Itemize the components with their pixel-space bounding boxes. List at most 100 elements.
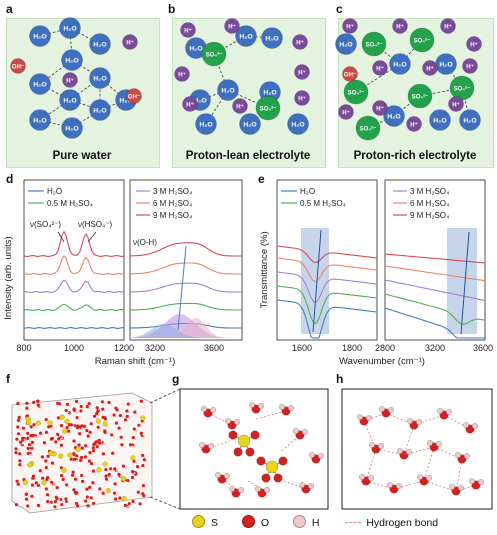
- sulfate-molecule: [407, 83, 433, 109]
- md-sulfur-atom: [120, 476, 127, 482]
- hydrogen-bond-line: [365, 448, 377, 482]
- proton-label: H⁺: [178, 72, 186, 79]
- proton-molecule: [392, 18, 408, 34]
- raman-right-frame: [129, 179, 243, 341]
- legend-hbond: Hydrogen bond: [366, 517, 439, 529]
- md-hydrogen-atom: [90, 404, 93, 407]
- md-hydrogen-atom: [20, 465, 23, 468]
- md-hydrogen-atom: [133, 472, 136, 475]
- md-oxygen-atom: [65, 402, 70, 406]
- md-hydrogen-atom: [73, 475, 76, 478]
- sulfate-label: SO₄²⁻: [454, 86, 471, 93]
- md-sulfur-atom: [41, 480, 47, 486]
- md-oxygen-atom: [85, 495, 89, 499]
- md-oxygen-atom: [21, 436, 25, 440]
- md-oxygen-atom: [86, 434, 90, 438]
- hydrogen-atom: [356, 413, 364, 421]
- md-hydrogen-atom: [103, 402, 106, 405]
- oxygen-atom: [278, 456, 288, 466]
- md-oxygen-atom: [17, 415, 21, 419]
- md-sulfur-atom: [105, 488, 112, 494]
- md-hydrogen-atom: [61, 500, 64, 503]
- md-hydrogen-atom: [60, 404, 63, 407]
- md-oxygen-atom: [117, 472, 121, 477]
- raman-annot-pointer: [57, 231, 65, 243]
- md-hydrogen-atom: [77, 456, 80, 459]
- md-hydrogen-atom: [88, 407, 91, 410]
- ftir-right-frame: [384, 179, 486, 341]
- md-oxygen-atom: [50, 436, 55, 440]
- hydroxide-molecule: [126, 88, 142, 104]
- md-oxygen-atom: [101, 407, 105, 411]
- oxygen-atom: [233, 447, 243, 457]
- md-oxygen-atom: [18, 463, 22, 467]
- md-hydrogen-atom: [120, 428, 123, 431]
- legend-h2o: H₂O: [47, 187, 62, 196]
- zoom-box-h: [341, 388, 493, 510]
- md-sulfur-atom: [35, 420, 42, 426]
- md-hydrogen-atom: [45, 443, 48, 446]
- md-hydrogen-atom: [28, 438, 31, 441]
- md-oxygen-atom: [18, 452, 22, 456]
- md-hydrogen-atom: [112, 435, 115, 438]
- md-hydrogen-atom: [41, 433, 44, 436]
- md-oxygen-atom: [38, 469, 42, 473]
- raman-line-right: [130, 262, 242, 275]
- md-hydrogen-atom: [103, 409, 106, 412]
- water-molecule: [29, 109, 51, 131]
- md-sulfur-atom: [67, 452, 73, 458]
- md-oxygen-atom: [113, 482, 117, 486]
- md-oxygen-atom: [74, 477, 78, 481]
- raman-fit-band: [130, 318, 242, 338]
- md-oxygen-atom: [24, 492, 28, 496]
- md-oxygen-atom: [103, 430, 107, 434]
- md-hydrogen-atom: [78, 506, 81, 509]
- water-molecule: [89, 33, 111, 55]
- md-hydrogen-atom: [128, 411, 130, 414]
- md-oxygen-atom: [141, 464, 145, 468]
- sulfate-molecule: [343, 79, 369, 105]
- annot-oh: ν(O-H): [133, 238, 157, 247]
- water-label: H₂O: [33, 34, 46, 41]
- md-hydrogen-atom: [56, 502, 59, 505]
- ftir-line-right: [384, 279, 486, 302]
- atom-legend: S O H Hydrogen bond: [192, 515, 438, 529]
- sulfate-label: SO₄²⁻: [412, 94, 429, 101]
- md-oxygen-atom: [107, 400, 111, 405]
- proton-label: H⁺: [342, 110, 350, 117]
- md-hydrogen-atom: [55, 507, 58, 510]
- raman-line-right: [129, 242, 242, 257]
- md-hydrogen-atom: [130, 504, 133, 507]
- water-label: H₂O: [263, 90, 276, 97]
- ftir-shift-line-right: [460, 231, 470, 335]
- md-hydrogen-atom: [35, 425, 37, 428]
- proton-molecule: [224, 18, 240, 34]
- md-oxygen-atom: [123, 503, 127, 507]
- raman-fit-band: [130, 324, 242, 338]
- hydrogen-atom: [368, 441, 376, 449]
- md-hydrogen-atom: [75, 410, 78, 413]
- md-hydrogen-atom: [62, 445, 65, 448]
- panel-label-h: h: [336, 372, 344, 386]
- md-oxygen-atom: [127, 502, 131, 506]
- md-hydrogen-atom: [80, 434, 83, 437]
- md-hydrogen-atom: [141, 504, 143, 507]
- md-hydrogen-atom: [145, 460, 148, 463]
- hydrogen-atom: [367, 474, 375, 482]
- legend-h: H: [311, 517, 320, 529]
- md-hydrogen-atom: [36, 436, 39, 439]
- md-oxygen-atom: [142, 458, 146, 462]
- hydrogen-atom: [387, 406, 395, 414]
- hydrogen-atom: [287, 404, 295, 412]
- water-label: H₂O: [93, 42, 106, 49]
- md-hydrogen-atom: [34, 436, 37, 438]
- proton-label: H⁺: [236, 104, 244, 111]
- ftir-tick-1600: 1600: [292, 343, 312, 353]
- md-hydrogen-atom: [59, 439, 62, 442]
- md-oxygen-atom: [29, 425, 33, 429]
- hydrogen-atom: [386, 481, 394, 489]
- hydrogen-bond-line: [403, 424, 415, 456]
- md-oxygen-atom: [136, 490, 140, 494]
- md-hydrogen-atom: [103, 443, 106, 445]
- md-oxygen-atom: [60, 474, 64, 478]
